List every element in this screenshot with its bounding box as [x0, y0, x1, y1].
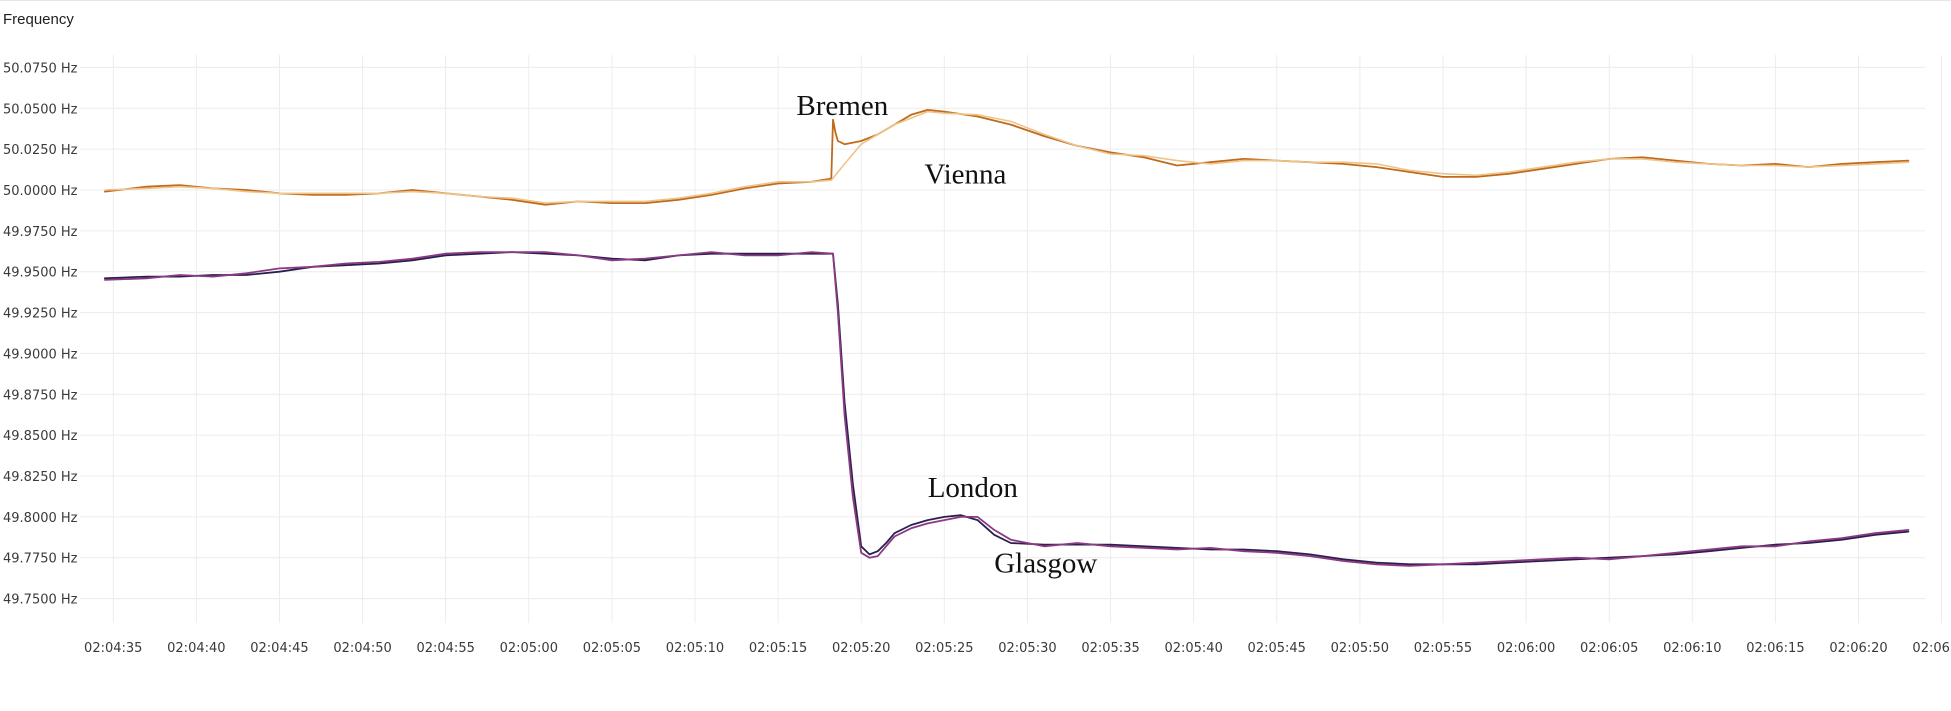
y-tick-label: 49.9250 Hz [3, 307, 78, 322]
annotation-glasgow: Glasgow [994, 547, 1097, 579]
annotation-london: London [928, 472, 1019, 504]
annotation-bremen: Bremen [796, 90, 888, 122]
x-tick-label: 02:05:30 [998, 641, 1056, 656]
x-tick-label: 02:06:20 [1829, 641, 1887, 656]
x-tick-label: 02:06:05 [1580, 641, 1638, 656]
y-tick-label: 49.7750 Hz [3, 552, 78, 567]
y-tick-label: 50.0000 Hz [3, 184, 78, 199]
panel-title: Frequency [3, 11, 74, 28]
x-tick-label: 02:05:45 [1248, 641, 1306, 656]
grid [80, 55, 1943, 623]
y-axis: 50.0750 Hz 50.0500 Hz 50.0250 Hz 50.0000 Hz… [3, 61, 78, 607]
y-tick-label: 50.0500 Hz [3, 102, 78, 117]
x-tick-label: 02:06:15 [1746, 641, 1804, 656]
x-tick-label: 02:05:40 [1164, 641, 1222, 656]
x-tick-label: 02:04:50 [333, 641, 391, 656]
x-axis: 02:04:35 02:04:40 02:04:45 02:04:50 02:04:55… [84, 641, 1951, 656]
series-lines [104, 109, 1910, 567]
y-tick-label: 50.0250 Hz [3, 143, 78, 158]
x-tick-label: 02:05:15 [749, 641, 807, 656]
x-tick-label: 02:04:55 [416, 641, 474, 656]
x-tick-label: 02:04:45 [250, 641, 308, 656]
x-tick-label: 02:04:35 [84, 641, 142, 656]
x-tick-label: 02:05:25 [915, 641, 973, 656]
x-tick-label: 02:05:10 [666, 641, 724, 656]
x-tick-label: 02:05:50 [1331, 641, 1389, 656]
x-tick-label: 02:05:00 [500, 641, 558, 656]
x-tick-label: 02:05:55 [1414, 641, 1472, 656]
y-tick-label: 49.7500 Hz [3, 593, 78, 608]
y-tick-label: 50.0750 Hz [3, 61, 78, 76]
x-tick-label: 02:06:00 [1497, 641, 1555, 656]
series-line-vienna[interactable] [104, 110, 1910, 204]
x-tick-label: 02:06:25 [1912, 641, 1951, 656]
series-line-glasgow[interactable] [104, 251, 1910, 567]
y-tick-label: 49.9500 Hz [3, 266, 78, 281]
y-tick-label: 49.8750 Hz [3, 388, 78, 403]
annotations: Bremen Vienna London Glasgow [796, 90, 1097, 580]
y-tick-label: 49.9000 Hz [3, 347, 78, 362]
y-tick-label: 49.8500 Hz [3, 429, 78, 444]
y-tick-label: 49.8250 Hz [3, 470, 78, 485]
x-tick-label: 02:05:05 [583, 641, 641, 656]
x-tick-label: 02:05:35 [1081, 641, 1139, 656]
x-tick-label: 02:05:20 [832, 641, 890, 656]
x-tick-label: 02:04:40 [167, 641, 225, 656]
annotation-vienna: Vienna [924, 158, 1006, 190]
series-line-london[interactable] [104, 251, 1910, 566]
y-tick-label: 49.8000 Hz [3, 511, 78, 526]
y-tick-label: 49.9750 Hz [3, 225, 78, 240]
x-tick-label: 02:06:10 [1663, 641, 1721, 656]
